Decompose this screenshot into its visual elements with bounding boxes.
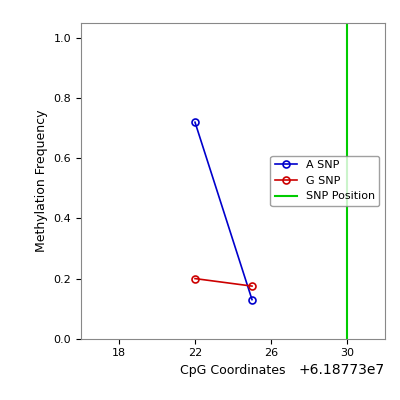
A SNP xyxy=(250,297,254,302)
G SNP xyxy=(250,284,254,288)
Line: A SNP: A SNP xyxy=(192,119,256,303)
Line: G SNP: G SNP xyxy=(192,275,256,290)
G SNP xyxy=(193,276,198,281)
X-axis label: CpG Coordinates: CpG Coordinates xyxy=(180,364,286,377)
A SNP xyxy=(193,120,198,125)
Y-axis label: Methylation Frequency: Methylation Frequency xyxy=(35,110,48,252)
Legend: A SNP, G SNP, SNP Position: A SNP, G SNP, SNP Position xyxy=(270,156,380,206)
